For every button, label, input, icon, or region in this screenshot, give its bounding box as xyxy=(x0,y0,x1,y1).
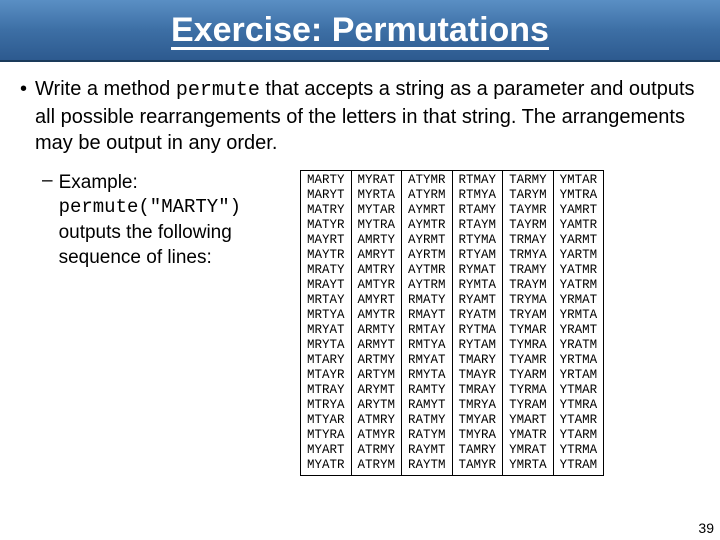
example-label: Example: xyxy=(59,170,290,195)
content-area: • Write a method permute that accepts a … xyxy=(0,62,720,476)
perm-col-1: MYRAT MYRTA MYTAR MYTRA AMRTY AMRYT AMTR… xyxy=(351,171,402,476)
bullet-text: Write a method permute that accepts a st… xyxy=(35,76,700,156)
dash-icon: – xyxy=(42,170,53,192)
perm-col-3: RTMAY RTMYA RTAMY RTAYM RTYMA RTYAM RYMA… xyxy=(452,171,503,476)
perm-col-4: TARMY TARYM TAYMR TAYRM TRMAY TRMYA TRAM… xyxy=(503,171,554,476)
lower-row: – Example: permute("MARTY") outputs the … xyxy=(20,170,700,476)
example-column: – Example: permute("MARTY") outputs the … xyxy=(20,170,300,270)
bullet-code: permute xyxy=(176,79,260,102)
permutation-table: MARTY MARYT MATRY MATYR MAYRT MAYTR MRAT… xyxy=(300,170,604,476)
permutation-table-wrap: MARTY MARYT MATRY MATYR MAYRT MAYTR MRAT… xyxy=(300,170,700,476)
example-code: permute("MARTY") xyxy=(59,195,290,220)
main-bullet: • Write a method permute that accepts a … xyxy=(20,76,700,156)
perm-col-0: MARTY MARYT MATRY MATYR MAYRT MAYTR MRAT… xyxy=(301,171,352,476)
bullet-dot-icon: • xyxy=(20,76,27,102)
slide-title: Exercise: Permutations xyxy=(171,11,549,50)
perm-col-5: YMTAR YMTRA YAMRT YAMTR YARMT YARTM YATM… xyxy=(553,171,604,476)
table-row: MARTY MARYT MATRY MATYR MAYRT MAYTR MRAT… xyxy=(301,171,604,476)
perm-col-2: ATYMR ATYRM AYMRT AYMTR AYRMT AYRTM AYTM… xyxy=(402,171,453,476)
bullet-intro: Write a method xyxy=(35,78,176,100)
example-rest: outputs the following sequence of lines: xyxy=(59,220,290,270)
page-number: 39 xyxy=(698,520,714,536)
title-bar: Exercise: Permutations xyxy=(0,0,720,62)
